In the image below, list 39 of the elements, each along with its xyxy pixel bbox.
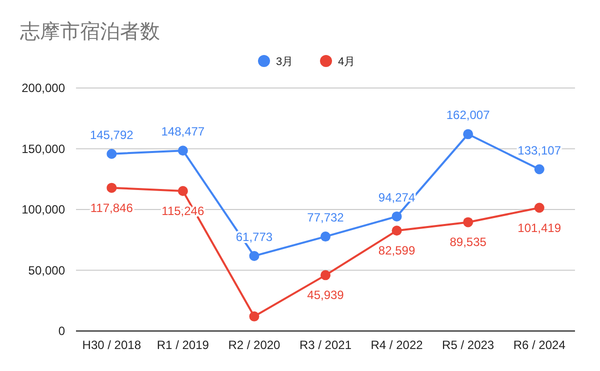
point bbox=[320, 232, 330, 242]
y-tick-label: 50,000 bbox=[28, 263, 66, 278]
point bbox=[534, 202, 544, 213]
point bbox=[249, 311, 260, 322]
y-tick-label: 0 bbox=[58, 324, 66, 338]
point bbox=[463, 129, 474, 140]
y-tick-label: 100,000 bbox=[22, 202, 66, 216]
legend-label: 4月 bbox=[338, 56, 356, 68]
point bbox=[534, 164, 544, 174]
x-tick-label: R3 / 2021 bbox=[299, 338, 352, 352]
y-tick-label: 150,000 bbox=[22, 142, 66, 156]
point bbox=[106, 182, 117, 193]
legend-label: 3月 bbox=[276, 56, 294, 68]
data-label: 89,535 bbox=[450, 235, 487, 250]
data-label: 77,732 bbox=[307, 210, 344, 225]
x-tick-label: R5 / 2023 bbox=[442, 338, 494, 352]
data-label: 133,107 bbox=[518, 143, 562, 158]
data-label: 117,846 bbox=[90, 200, 134, 215]
x-tick-label: R2 / 2020 bbox=[228, 338, 281, 352]
point bbox=[178, 186, 188, 196]
x-tick-label: R1 / 2019 bbox=[156, 338, 210, 352]
data-label: 162,007 bbox=[446, 108, 490, 122]
x-tick-label: R6 / 2024 bbox=[513, 338, 566, 352]
data-label: 145,792 bbox=[90, 128, 134, 142]
point bbox=[392, 226, 402, 236]
point bbox=[178, 146, 188, 156]
data-label: 45,939 bbox=[307, 288, 344, 302]
point bbox=[106, 148, 117, 159]
point bbox=[249, 250, 260, 261]
point bbox=[463, 217, 474, 228]
x-tick-label: H30 / 2018 bbox=[82, 338, 142, 352]
point bbox=[392, 211, 402, 222]
chart-title: 志摩市宿泊者数 bbox=[20, 20, 160, 43]
data-label: 101,419 bbox=[518, 220, 562, 235]
x-tick-label: R4 / 2022 bbox=[370, 338, 424, 352]
data-label: 148,477 bbox=[161, 124, 205, 139]
data-label: 82,599 bbox=[378, 244, 416, 258]
point bbox=[320, 270, 330, 280]
y-tick-label: 200,000 bbox=[22, 81, 66, 95]
